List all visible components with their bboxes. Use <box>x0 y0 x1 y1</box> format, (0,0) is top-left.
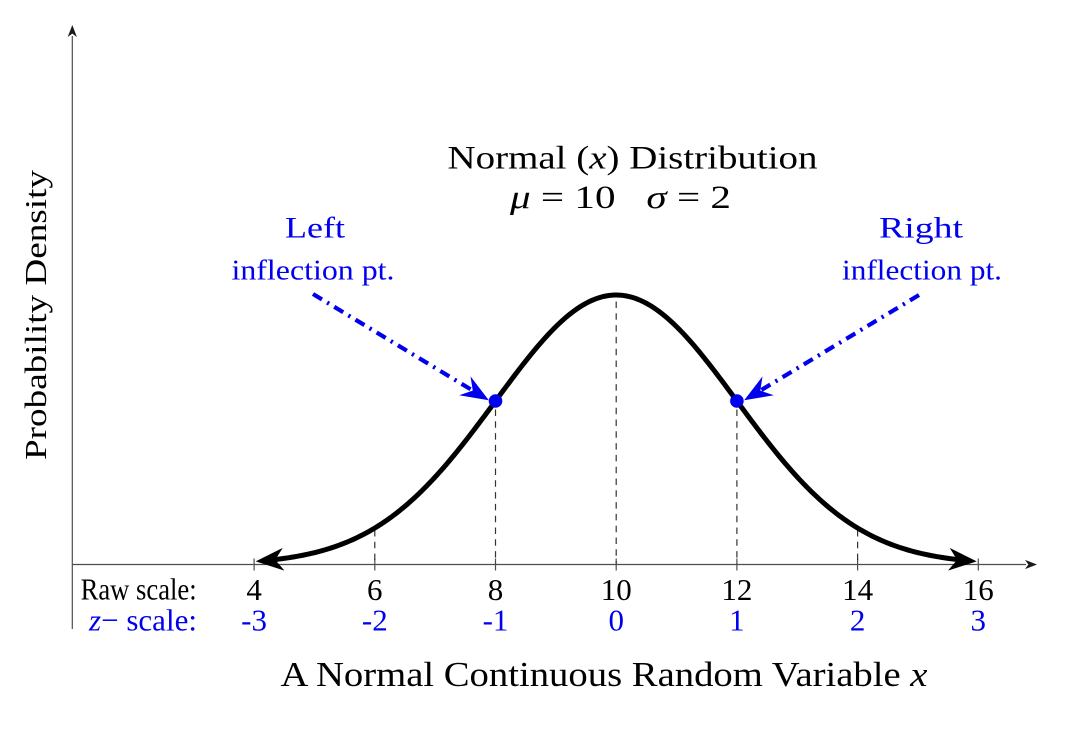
svg-text:inflection pt.: inflection pt. <box>232 255 395 287</box>
svg-text:2: 2 <box>850 603 866 638</box>
svg-text:3: 3 <box>971 603 987 638</box>
svg-text:μ = 10 σ = 2: μ = 10 σ = 2 <box>509 180 731 216</box>
svg-text:-2: -2 <box>362 603 388 638</box>
svg-text:inflection pt.: inflection pt. <box>842 255 1002 287</box>
svg-text:1: 1 <box>729 603 745 638</box>
svg-text:10: 10 <box>601 572 632 607</box>
svg-text:12: 12 <box>721 572 752 607</box>
svg-text:Probability Density: Probability Density <box>18 169 53 460</box>
svg-text:0: 0 <box>608 603 624 638</box>
svg-text:A Normal Continuous Random Var: A Normal Continuous Random Variable x <box>281 655 929 694</box>
svg-text:Raw scale:: Raw scale: <box>81 572 197 607</box>
svg-text:16: 16 <box>963 572 994 607</box>
svg-text:-1: -1 <box>483 603 509 638</box>
svg-text:4: 4 <box>246 572 262 607</box>
svg-text:Right: Right <box>879 212 964 245</box>
svg-text:6: 6 <box>367 572 383 607</box>
svg-text:14: 14 <box>842 572 874 607</box>
svg-text:Left: Left <box>285 212 346 245</box>
svg-text:-3: -3 <box>241 603 267 638</box>
svg-text:Normal (x) Distribution: Normal (x) Distribution <box>448 141 818 177</box>
svg-text:8: 8 <box>488 572 504 607</box>
svg-text:z− scale:: z− scale: <box>88 603 197 638</box>
